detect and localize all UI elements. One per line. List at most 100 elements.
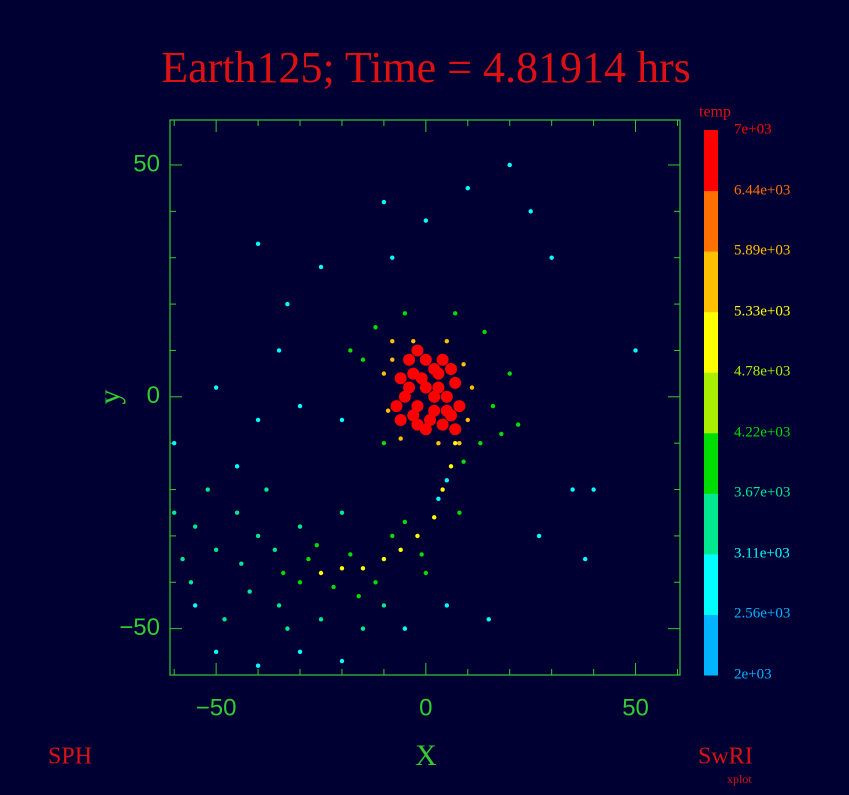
particle xyxy=(381,440,387,446)
chart-title: Earth125; Time = 4.81914 hrs xyxy=(161,43,691,92)
colorbar-segment xyxy=(704,251,718,313)
particle xyxy=(306,556,311,562)
colorbar-tick-label: 4.22e+03 xyxy=(734,424,790,440)
particle xyxy=(444,478,450,483)
particle xyxy=(373,325,378,330)
x-tick-label: 50 xyxy=(622,694,649,721)
colorbar-tick-label: 2.56e+03 xyxy=(734,605,790,621)
colorbar-segment xyxy=(704,372,718,434)
particle xyxy=(339,566,345,571)
particle xyxy=(444,603,450,608)
particle xyxy=(465,185,470,191)
particle xyxy=(276,348,282,353)
particle xyxy=(348,348,353,353)
particle xyxy=(239,561,244,566)
particle xyxy=(390,400,403,413)
particle xyxy=(448,464,454,469)
footer-left: SPH xyxy=(48,744,92,770)
particle xyxy=(390,357,395,362)
particle xyxy=(469,385,475,390)
particle xyxy=(445,362,458,375)
particle xyxy=(281,570,286,576)
particle xyxy=(285,626,290,631)
particle xyxy=(486,617,491,622)
particle xyxy=(385,408,391,413)
particle xyxy=(415,372,428,385)
particle xyxy=(234,510,240,515)
particle xyxy=(432,515,437,520)
colorbar-segment xyxy=(704,614,718,676)
particle xyxy=(402,519,408,525)
particle xyxy=(318,570,324,576)
particle xyxy=(432,381,445,394)
footer-right-sub: xplot xyxy=(727,772,752,786)
colorbar-segment xyxy=(704,493,718,555)
particle xyxy=(411,418,424,431)
particle xyxy=(549,255,554,260)
particle xyxy=(436,496,441,502)
particle xyxy=(192,603,198,608)
particle xyxy=(213,547,219,553)
particle xyxy=(276,603,282,608)
particle xyxy=(407,409,420,422)
particle xyxy=(461,362,466,367)
particle xyxy=(461,459,466,464)
particle xyxy=(297,649,303,655)
particle xyxy=(428,362,441,375)
particle xyxy=(272,547,278,553)
particle xyxy=(436,440,441,446)
particle xyxy=(188,580,194,585)
particle xyxy=(403,353,416,366)
colorbar-tick-label: 3.67e+03 xyxy=(734,484,790,500)
particle xyxy=(297,403,303,409)
particle xyxy=(297,580,303,585)
particle xyxy=(490,403,496,409)
particle xyxy=(373,580,378,585)
x-tick-label: 0 xyxy=(419,694,432,721)
particle xyxy=(411,400,424,413)
particle xyxy=(390,338,395,344)
particle xyxy=(339,658,345,664)
particle xyxy=(255,533,261,539)
particle xyxy=(234,464,240,469)
particle xyxy=(297,524,303,529)
particle xyxy=(398,390,411,403)
colorbar-segment xyxy=(704,432,718,494)
particle xyxy=(360,566,366,571)
particle xyxy=(428,390,441,403)
particle xyxy=(583,556,588,562)
particle xyxy=(402,311,408,316)
particle xyxy=(436,353,449,366)
plot-frame xyxy=(169,119,681,676)
particle xyxy=(423,570,429,576)
particle xyxy=(213,649,219,655)
colorbar-tick-label: 5.33e+03 xyxy=(734,303,790,319)
y-axis-label: y xyxy=(93,390,126,405)
particle xyxy=(394,413,407,426)
particle xyxy=(482,329,487,335)
particle xyxy=(515,422,521,427)
particle xyxy=(423,218,429,223)
particle xyxy=(478,440,483,446)
particle xyxy=(591,487,596,492)
colorbar-title: temp xyxy=(699,104,731,121)
particle xyxy=(318,264,324,270)
particle xyxy=(255,241,261,246)
particle xyxy=(449,423,462,436)
y-tick-label: 0 xyxy=(147,382,160,409)
particle xyxy=(171,440,177,446)
y-tick-label: 50 xyxy=(133,150,160,177)
particle xyxy=(633,348,638,353)
particle xyxy=(171,510,177,515)
particle xyxy=(360,626,366,631)
particle xyxy=(570,487,575,492)
footer-right: SwRI xyxy=(698,744,753,770)
particle xyxy=(440,404,453,417)
particle xyxy=(339,417,345,423)
particle xyxy=(436,418,449,431)
particle xyxy=(192,524,198,529)
particle xyxy=(205,487,210,492)
particle xyxy=(348,552,353,557)
particle xyxy=(411,338,416,344)
